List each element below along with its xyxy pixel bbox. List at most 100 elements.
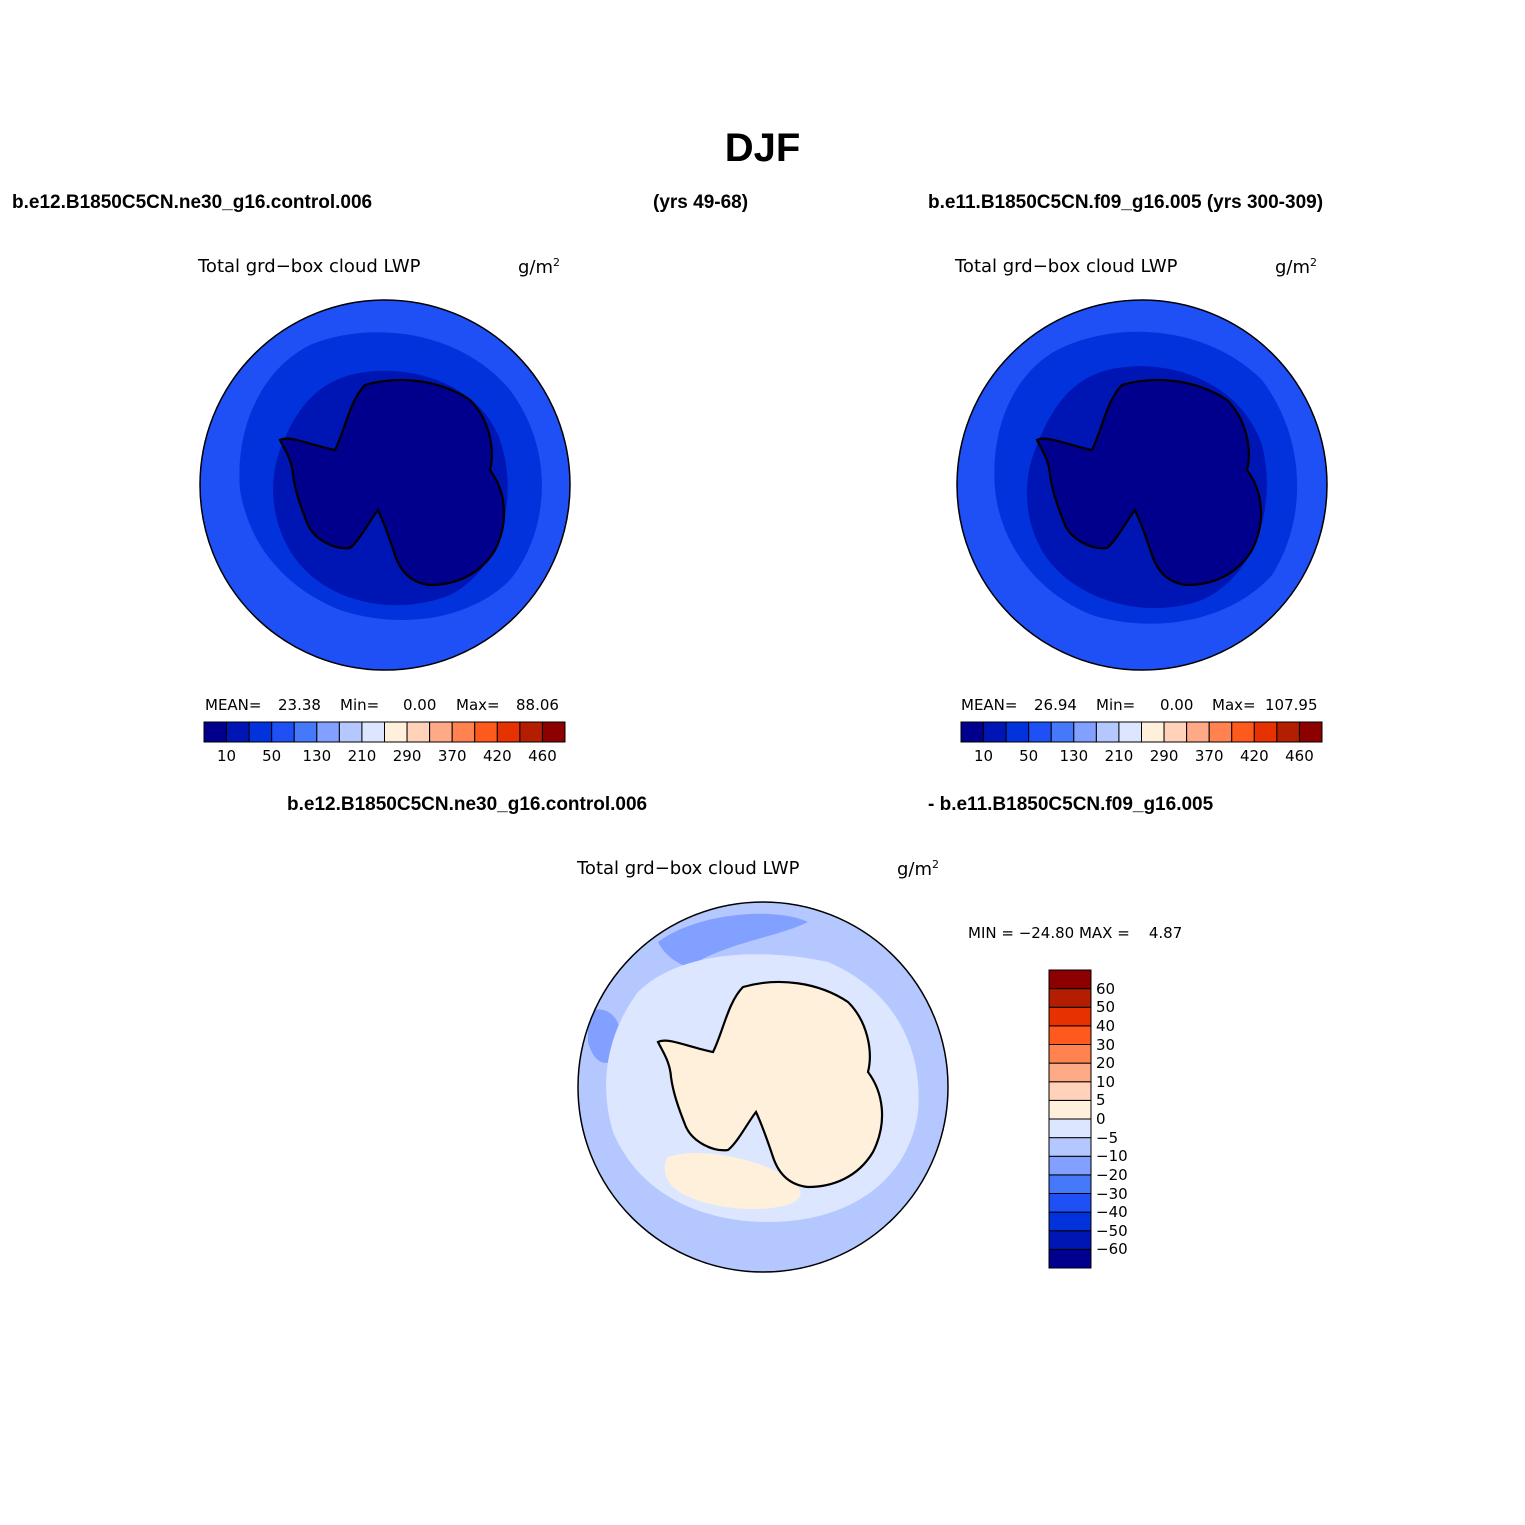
panel2-colorbar-swatch	[1073, 721, 1097, 743]
panel1-units: g/m2	[518, 256, 561, 278]
diff-colorbar-swatch	[1048, 1211, 1092, 1232]
diff-colorbar-tick-label: −40	[1096, 1203, 1128, 1222]
panel1-colorbar-swatch	[316, 721, 340, 743]
diff-colorbar-tick-label: 20	[1096, 1054, 1116, 1073]
panel2-colorbar-swatch	[983, 721, 1007, 743]
panel1-polar-map	[199, 299, 571, 671]
diff-colorbar-tick-label: −60	[1096, 1240, 1128, 1259]
panel1-colorbar-swatch	[271, 721, 295, 743]
diff-colorbar-swatch	[1048, 1081, 1092, 1101]
panel1-colorbar-swatch	[451, 721, 476, 743]
diff-colorbar-swatch	[1048, 969, 1092, 990]
panel2-colorbar-swatch	[1163, 721, 1188, 743]
panel1-colorbar-swatch	[474, 721, 498, 743]
panel1-colorbar-swatch	[203, 721, 228, 743]
panel2-colorbar-swatch	[960, 721, 985, 743]
diff-colorbar-swatch	[1048, 1006, 1092, 1027]
diff-colorbar-swatch	[1048, 988, 1092, 1008]
diff-polar-map	[577, 901, 949, 1273]
panel1-colorbar-swatch	[519, 721, 543, 743]
diff-units: g/m2	[897, 858, 940, 880]
panel2-colorbar-tick-label: 50	[1019, 747, 1039, 765]
panel2-colorbar-swatch	[1231, 721, 1255, 743]
panel2-colorbar-labels: 10 50 130 210 290 370 420 460	[961, 747, 1322, 767]
panel1-colorbar-tick-label: 130	[302, 747, 332, 765]
panel2-colorbar-swatch	[1028, 721, 1052, 743]
diff-antarctica-coast	[656, 980, 884, 1189]
diff-colorbar	[1048, 969, 1092, 1269]
panel1-min-value: 0.00	[403, 696, 437, 714]
panel1-max-label: Max=	[456, 696, 500, 714]
panel2-colorbar-tick-label: 210	[1104, 747, 1134, 765]
diff-colorbar-tick-label: 50	[1096, 998, 1116, 1017]
panel1-mean-label: MEAN=	[205, 696, 262, 714]
diff-colorbar-swatch	[1048, 1248, 1092, 1269]
panel2-antarctica	[1035, 378, 1263, 587]
panel2-min-value: 0.00	[1160, 696, 1194, 714]
panel1-colorbar-tick-label: 420	[482, 747, 512, 765]
panel2-variable-title: Total grd−box cloud LWP	[955, 256, 1178, 277]
panel1-colorbar-tick-label: 290	[392, 747, 422, 765]
diff-colorbar-tick-label: 5	[1096, 1091, 1106, 1110]
diff-land-ross	[664, 1152, 801, 1210]
panel2-colorbar-swatch	[1298, 721, 1323, 743]
panel2-polar-map	[956, 299, 1328, 671]
diff-colorbar-tick-label: 30	[1096, 1035, 1116, 1054]
panel2-colorbar-tick-label: 130	[1059, 747, 1089, 765]
panel1-colorbar-swatch	[541, 721, 566, 743]
diff-min-max-stats: MIN = −24.80 MAX = 4.87	[968, 924, 1183, 942]
diff-colorbar-tick-label: 60	[1096, 979, 1116, 998]
panel2-colorbar-swatch	[1095, 721, 1120, 743]
panel1-colorbar-tick-label: 210	[347, 747, 377, 765]
panel2-colorbar-swatch	[1276, 721, 1300, 743]
diff-colorbar-swatch	[1048, 1099, 1092, 1120]
panel1-colorbar-tick-label: 460	[528, 747, 557, 765]
diff-colorbar-swatch	[1048, 1062, 1092, 1083]
panel1-colorbar-swatch	[248, 721, 273, 743]
diff-colorbar-tick-label: −20	[1096, 1165, 1128, 1184]
panel2-mean-label: MEAN=	[961, 696, 1018, 714]
panel1-colorbar-swatch	[361, 721, 385, 743]
panel2-colorbar-swatch	[1118, 721, 1142, 743]
panel2-colorbar-swatch	[1141, 721, 1165, 743]
panel1-min-label: Min=	[340, 696, 380, 714]
diff-colorbar-tick-label: −50	[1096, 1221, 1128, 1240]
diff-colorbar-tick-label: −30	[1096, 1184, 1128, 1203]
case1-label: b.e12.B1850C5CN.ne30_g16.control.006	[12, 192, 373, 213]
panel2-units: g/m2	[1275, 256, 1318, 278]
panel1-colorbar-swatch	[338, 721, 363, 743]
panel1-variable-title: Total grd−box cloud LWP	[198, 256, 421, 277]
panel2-colorbar-swatch	[1186, 721, 1210, 743]
diff-colorbar-tick-label: 40	[1096, 1016, 1116, 1035]
panel2-colorbar-swatch	[1050, 721, 1075, 743]
diff-land-east	[658, 982, 883, 1187]
panel1-colorbar-swatch	[429, 721, 453, 743]
diff-colorbar-swatch	[1048, 1044, 1092, 1064]
panel1-antarctica	[278, 378, 506, 587]
case2-label: b.e11.B1850C5CN.f09_g16.005 (yrs 300-309…	[928, 192, 1324, 213]
diff-colorbar-tick-label: −5	[1096, 1128, 1119, 1147]
diff-colorbar-tick-label: 10	[1096, 1072, 1116, 1091]
panel1-colorbar-swatch	[226, 721, 250, 743]
panel2-colorbar	[960, 721, 1323, 743]
panel2-colorbar-tick-label: 290	[1149, 747, 1179, 765]
panel1-colorbar-swatch	[496, 721, 521, 743]
panel2-colorbar-tick-label: 460	[1285, 747, 1314, 765]
panel2-colorbar-tick-label: 420	[1239, 747, 1269, 765]
diff-patch-north	[658, 913, 808, 967]
panel1-colorbar-tick-label: 370	[437, 747, 467, 765]
panel2-min-label: Min=	[1096, 696, 1136, 714]
diff-case2-label: - b.e11.B1850C5CN.f09_g16.005	[928, 794, 1214, 815]
panel1-colorbar-swatch	[293, 721, 318, 743]
panel1-colorbar-tick-label: 50	[262, 747, 282, 765]
diff-colorbar-tick-label: −10	[1096, 1147, 1128, 1166]
panel2-colorbar-tick-label: 10	[974, 747, 994, 765]
diff-colorbar-tick-label: 0	[1096, 1110, 1106, 1128]
diff-colorbar-swatch	[1048, 1025, 1092, 1045]
panel2-colorbar-swatch	[1253, 721, 1278, 743]
panel1-colorbar-swatch	[406, 721, 431, 743]
diff-case1-label: b.e12.B1850C5CN.ne30_g16.control.006	[287, 794, 648, 815]
panel2-colorbar-swatch	[1208, 721, 1233, 743]
panel2-max-value: 107.95	[1265, 696, 1318, 714]
panel2-max-label: Max=	[1212, 696, 1256, 714]
